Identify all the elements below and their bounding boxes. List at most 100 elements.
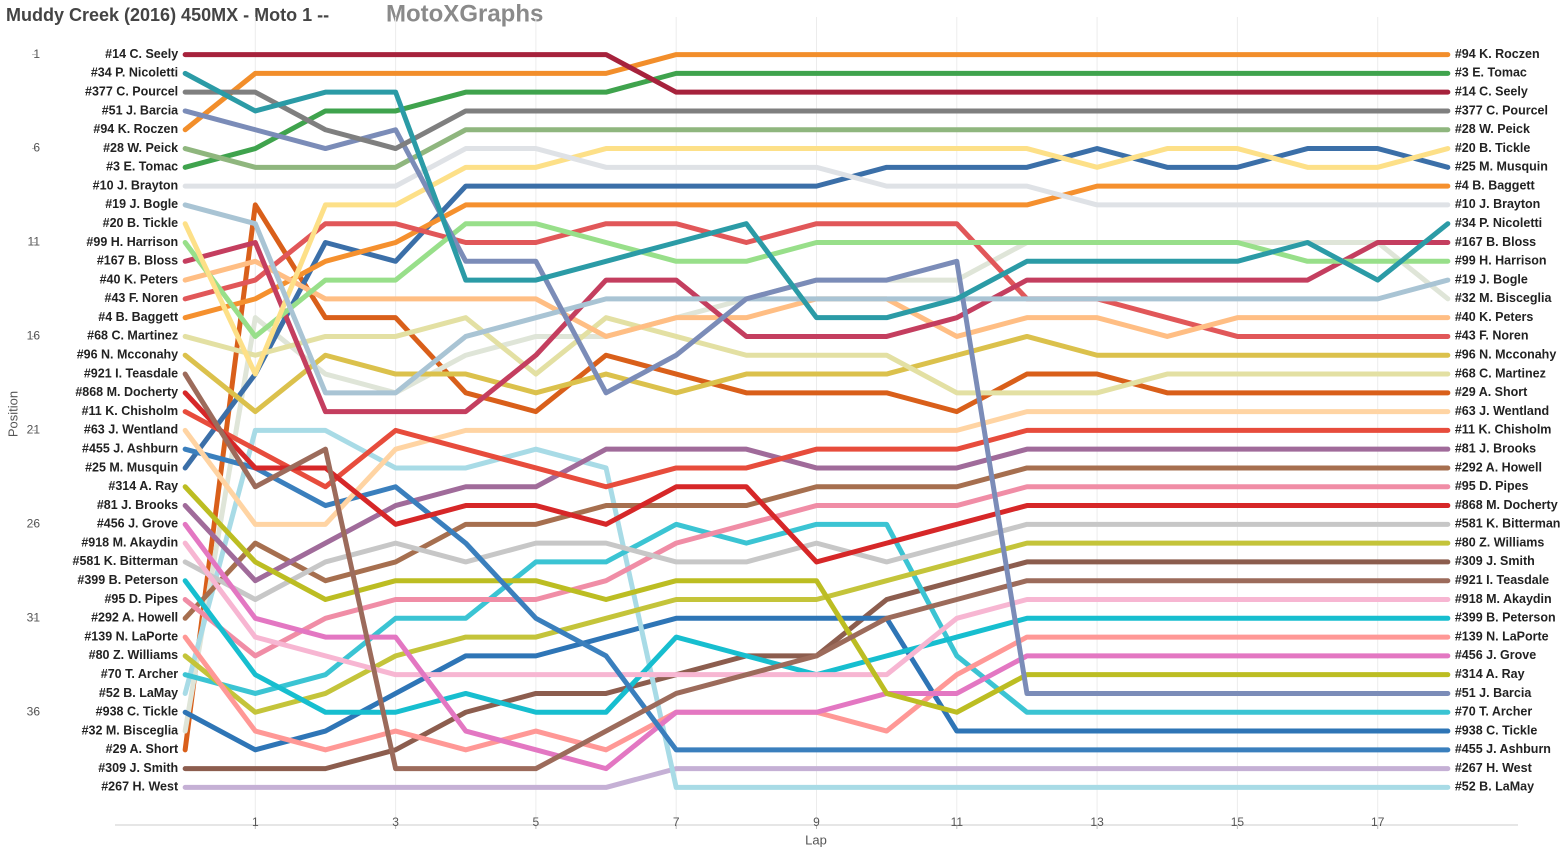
end-label: #399 B. Peterson: [1455, 611, 1556, 625]
end-label: #32 M. Bisceglia: [1455, 291, 1553, 305]
chart-subtitle: MotoXGraphs: [386, 0, 543, 27]
start-label: #377 C. Pourcel: [85, 84, 178, 98]
y-tick-label: 36: [27, 704, 41, 718]
end-label: #167 B. Bloss: [1455, 235, 1536, 249]
start-label: #3 E. Tomac: [106, 160, 178, 174]
x-axis-label: Lap: [805, 832, 827, 847]
x-tick-label: 9: [813, 815, 820, 829]
start-label: #29 A. Short: [106, 742, 179, 756]
rider-line: [182, 484, 1451, 659]
end-label: #581 K. Bitterman: [1455, 517, 1561, 531]
start-label: #868 M. Docherty: [75, 385, 178, 399]
end-label: #63 J. Wentland: [1455, 404, 1549, 418]
x-tick-label: 3: [392, 815, 399, 829]
end-label: #314 A. Ray: [1455, 667, 1525, 681]
start-label: #399 B. Peterson: [77, 573, 178, 587]
rider-line: [182, 521, 1451, 715]
rider-line: [182, 766, 1451, 790]
x-tick-label: 7: [673, 815, 680, 829]
x-tick-label: 11: [951, 815, 964, 829]
end-label: #43 F. Noren: [1455, 329, 1529, 343]
rider-line: [182, 146, 1451, 208]
rider-line: [182, 52, 1451, 133]
rider-line: [182, 540, 1451, 678]
start-label: #455 J. Ashburn: [82, 441, 178, 455]
rider-line: [182, 390, 1451, 565]
start-label: #52 B. LaMay: [99, 686, 178, 700]
rider-line: [182, 371, 1451, 772]
end-label: #81 J. Brooks: [1455, 441, 1536, 455]
start-label: #70 T. Archer: [101, 667, 178, 681]
start-label: #938 C. Tickle: [96, 705, 179, 719]
x-tick-label: 1: [252, 815, 259, 829]
start-label: #20 B. Tickle: [103, 216, 179, 230]
labels: #14 C. Seely #14 C. Seely #34 P. Nicoletti…: [73, 47, 1561, 794]
rider-line: [182, 70, 1451, 321]
end-label: #918 M. Akaydin: [1455, 592, 1552, 606]
rider-line: [182, 202, 1451, 396]
start-label: #14 C. Seely: [105, 47, 178, 61]
rider-line: [182, 183, 1451, 321]
end-label: #4 B. Baggett: [1455, 178, 1536, 192]
end-label: #456 J. Grove: [1455, 648, 1536, 662]
rider-line: [182, 540, 1451, 715]
start-label: #921 I. Teasdale: [84, 366, 178, 380]
y-tick-label: 11: [28, 235, 41, 249]
rider-line: [182, 333, 1451, 415]
start-label: #309 J. Smith: [98, 761, 178, 775]
end-label: #40 K. Peters: [1455, 310, 1534, 324]
end-label: #28 W. Peick: [1455, 122, 1530, 136]
start-label: #34 P. Nicoletti: [91, 66, 178, 80]
end-label: #868 M. Docherty: [1455, 498, 1558, 512]
lines: [182, 52, 1451, 790]
y-tick-label: 1: [33, 47, 40, 61]
start-label: #51 J. Barcia: [102, 103, 179, 117]
rider-line: [182, 221, 1451, 339]
end-label: #10 J. Brayton: [1455, 197, 1540, 211]
start-label: #25 M. Musquin: [85, 460, 178, 474]
start-label: #11 K. Chisholm: [82, 404, 179, 418]
rider-line: [182, 202, 1451, 753]
y-tick-label: 26: [27, 517, 41, 531]
rider-line: [182, 484, 1451, 715]
start-label: #10 J. Brayton: [93, 178, 178, 192]
end-label: #267 H. West: [1455, 761, 1533, 775]
end-label: #20 B. Tickle: [1455, 141, 1531, 155]
start-label: #96 N. Mcconahy: [77, 348, 178, 362]
end-label: #52 B. LaMay: [1455, 780, 1534, 794]
end-label: #70 T. Archer: [1455, 705, 1532, 719]
end-label: #29 A. Short: [1455, 385, 1528, 399]
start-label: #68 C. Martinez: [87, 329, 178, 343]
start-label: #139 N. LaPorte: [84, 629, 178, 643]
y-tick-label: 16: [27, 329, 41, 343]
start-label: #918 M. Akaydin: [81, 535, 178, 549]
rider-line: [182, 315, 1451, 396]
start-label: #581 K. Bitterman: [73, 554, 179, 568]
start-label: #314 A. Ray: [108, 479, 178, 493]
rider-line: [182, 465, 1451, 621]
start-label: #28 W. Peick: [103, 141, 178, 155]
rider-line: [182, 221, 1451, 339]
rider-line: [182, 615, 1451, 753]
end-label: #99 H. Harrison: [1455, 254, 1547, 268]
end-label: #938 C. Tickle: [1455, 723, 1538, 737]
start-label: #94 K. Roczen: [93, 122, 178, 136]
rider-line: [182, 146, 1451, 471]
end-label: #139 N. LaPorte: [1455, 629, 1549, 643]
start-label: #32 M. Bisceglia: [82, 723, 180, 737]
y-axis-label: Position: [5, 391, 20, 437]
end-label: #14 C. Seely: [1455, 84, 1528, 98]
start-label: #95 D. Pipes: [104, 592, 178, 606]
end-label: #292 A. Howell: [1455, 460, 1542, 474]
rider-line: [182, 521, 1451, 772]
start-label: #80 Z. Williams: [89, 648, 179, 662]
start-label: #19 J. Bogle: [105, 197, 178, 211]
end-label: #19 J. Bogle: [1455, 272, 1528, 286]
rider-line: [182, 521, 1451, 603]
rider-line: [182, 427, 1451, 790]
rider-line: [182, 446, 1451, 753]
start-label: #81 J. Brooks: [97, 498, 178, 512]
rider-line: [182, 52, 1451, 95]
